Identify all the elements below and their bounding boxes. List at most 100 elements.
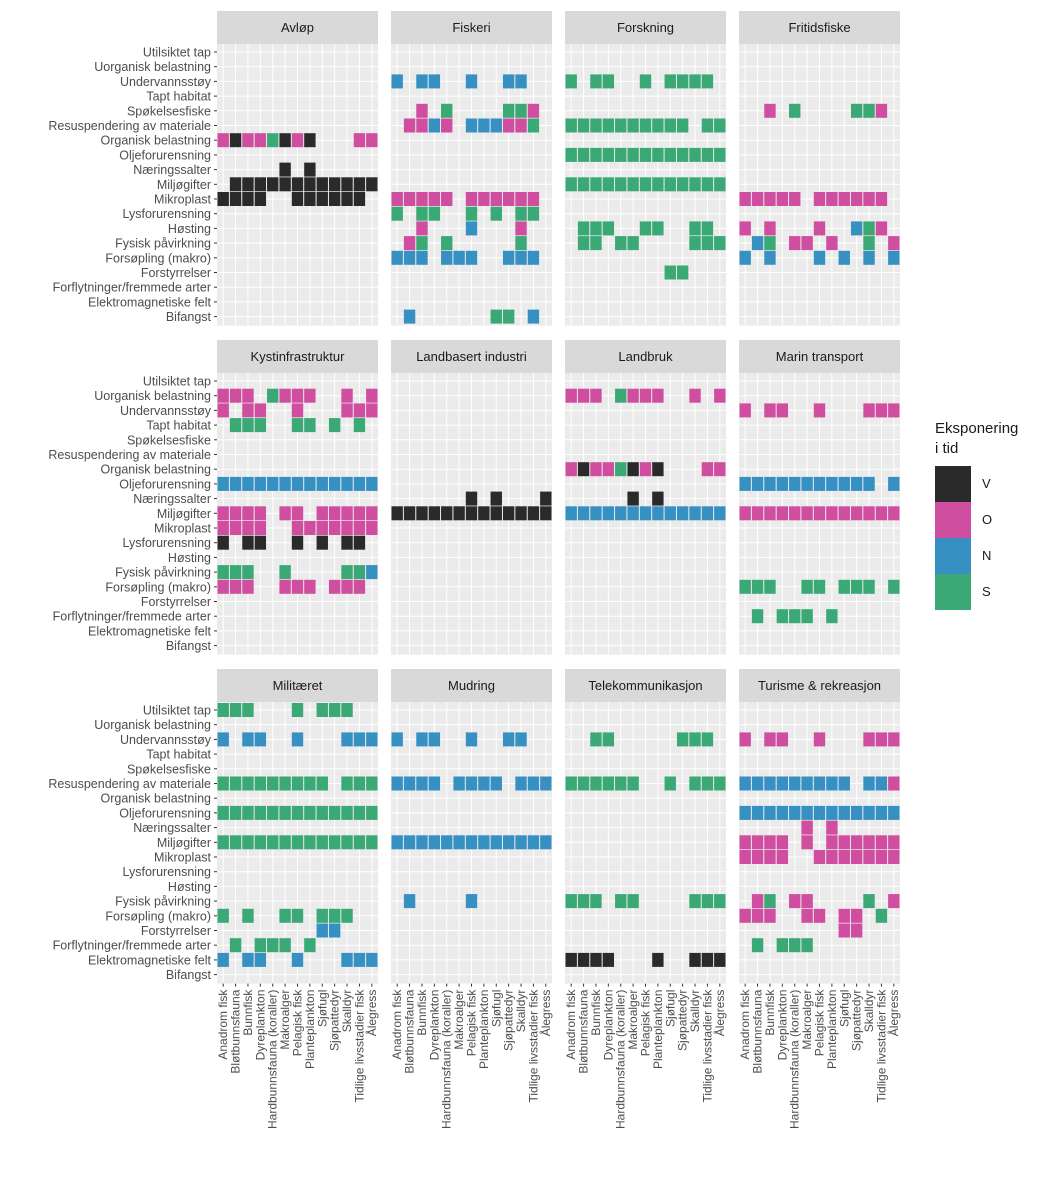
heatmap-cell: Forskning | Fysisk påvirkning | Ålegress…: [714, 236, 726, 251]
heatmap-cell: Avløp | Miljøgifter | Pelagisk fisk | V: [291, 177, 304, 192]
panel-title: Avløp: [281, 20, 314, 35]
heatmap-cell: Militæret | Resuspendering av materiale …: [242, 776, 254, 791]
heatmap-cell: Marin transport | Miljøgifter | Sjøpatte…: [850, 506, 863, 521]
heatmap-cell: Marin transport | Miljøgifter | Sjøfugl …: [838, 506, 850, 521]
heatmap-cell: Militæret | Utilsiktet tap | Skalldyr | …: [341, 703, 353, 717]
heatmap-cell: Mudring | Undervannsstøy | Skalldyr | N: [515, 732, 527, 747]
panel-strip: [565, 669, 726, 702]
heatmap-cell: Fritidsfiske | Forsøpling (makro) | Skal…: [863, 250, 875, 265]
y-tick-label: Mikroplast: [154, 851, 211, 865]
y-tick-label: Oljeforurensning: [119, 477, 211, 491]
heatmap-cell: Turisme & rekreasjon | Resuspendering av…: [776, 776, 789, 791]
heatmap-cell: Landbruk | Organisk belastning | Anadrom…: [565, 462, 577, 477]
y-tick-label: Forflytninger/fremmede arter: [53, 281, 211, 295]
heatmap-cell: Marin transport | Forflytninger/fremmede…: [789, 609, 801, 624]
heatmap-cell: Avløp | Mikroplast | Planteplankton | V: [304, 192, 316, 206]
panel-strip: [565, 340, 726, 373]
heatmap-cell: Fiskeri | Forsøpling (makro) | Anadrom f…: [391, 250, 403, 265]
heatmap-cell: Forskning | Miljøgifter | Dyreplankton |…: [602, 177, 615, 192]
heatmap-cell: Forskning | Resuspendering av materiale …: [714, 118, 726, 133]
heatmap-cell: Turisme & rekreasjon | Forflytninger/fre…: [801, 938, 813, 953]
heatmap-cell: Fiskeri | Fysisk påvirkning | Bunnfisk |…: [416, 236, 428, 251]
y-tick-label: Undervannsstøy: [120, 404, 212, 418]
heatmap-cell: Mudring | Undervannsstøy | Bunnfisk | N: [416, 732, 428, 747]
heatmap-cell: Avløp | Mikroplast | Anadrom fisk | V: [217, 192, 229, 206]
heatmap-cell: Forskning | Undervannsstøy | Anadrom fis…: [565, 74, 577, 89]
heatmap-cell: Kystinfrastruktur | Uorganisk belastning…: [279, 388, 291, 403]
heatmap-cell: Kystinfrastruktur | Forsøpling (makro) |…: [242, 579, 254, 594]
heatmap-cell: Kystinfrastruktur | Tapt habitat | Tidli…: [353, 418, 366, 433]
heatmap-cell: Forskning | Miljøgifter | Sjøpattedyr | …: [676, 177, 689, 192]
panel-7: Landbruk Landbruk | Uorganisk belastning …: [565, 340, 726, 655]
y-tick-label: Elektromagnetiske felt: [88, 295, 212, 309]
heatmap-cell: Marin transport | Forflytninger/fremmede…: [826, 609, 838, 624]
heatmap-cell: Kystinfrastruktur | Tapt habitat | Bløtb…: [229, 418, 242, 433]
y-tick-label: Lysforurensning: [123, 865, 212, 879]
heatmap-cell: Avløp | Organisk belastning | Bunnfisk |…: [242, 133, 254, 148]
heatmap-cell: Forskning | Resuspendering av materiale …: [676, 118, 689, 133]
heatmap-cell: Militæret | Elektromagnetiske felt | Ana…: [217, 952, 229, 967]
y-tick-label: Spøkelsesfiske: [127, 433, 211, 447]
heatmap-cell: Landbruk | Miljøgifter | Sjøpattedyr | N: [676, 506, 689, 521]
heatmap-cell: Militæret | Resuspendering av materiale …: [366, 776, 378, 791]
heatmap-cell: Turisme & rekreasjon | Oljeforurensning …: [850, 805, 863, 820]
heatmap-cell: Forskning | Resuspendering av materiale …: [615, 118, 627, 133]
heatmap-cell: Marin transport | Undervannsstøy | Anadr…: [739, 403, 751, 418]
heatmap-cell: Turisme & rekreasjon | Undervannsstøy | …: [813, 732, 826, 747]
heatmap-cell: Turisme & rekreasjon | Mikroplast | Tidl…: [875, 850, 888, 864]
panel-title: Forskning: [617, 20, 674, 35]
heatmap-cell: Mudring | Undervannsstøy | Sjøpattedyr |…: [502, 732, 515, 747]
y-tick-label: Lysforurensning: [123, 536, 212, 550]
x-tick-label: Anadrom fisk: [738, 989, 752, 1060]
x-tick-label: Hardbunnsfauna (koraller): [266, 990, 280, 1129]
heatmap-cell: Kystinfrastruktur | Mikroplast | Tidlige…: [353, 521, 366, 535]
heatmap-cell: Avløp | Mikroplast | Skalldyr | V: [341, 192, 353, 206]
heatmap-cell: Forskning | Fysisk påvirkning | Skalldyr…: [689, 236, 701, 251]
heatmap-cell: Militæret | Elektromagnetiske felt | Dyr…: [254, 952, 267, 967]
y-tick-label: Forstyrrelser: [141, 924, 211, 938]
heatmap-cell: Turisme & rekreasjon | Forsøpling (makro…: [813, 908, 826, 923]
heatmap-cell: Fiskeri | Undervannsstøy | Anadrom fisk …: [391, 74, 403, 89]
panel-title: Kystinfrastruktur: [251, 349, 346, 364]
heatmap-cell: Mudring | Resuspendering av materiale | …: [428, 776, 441, 791]
y-tick-label: Forstyrrelser: [141, 266, 211, 280]
heatmap-cell: Avløp | Organisk belastning | Ålegress |…: [366, 133, 378, 148]
heatmap-cell: Turisme & rekreasjon | Miljøgifter | Blø…: [751, 835, 764, 850]
heatmap-cell: Marin transport | Forsøpling (makro) | B…: [751, 579, 764, 594]
heatmap-cell: Kystinfrastruktur | Fysisk påvirkning | …: [341, 565, 353, 580]
heatmap-cell: Landbasert industri | Miljøgifter | Tidl…: [527, 506, 540, 521]
heatmap-cell: Fiskeri | Resuspendering av materiale | …: [527, 118, 540, 133]
heatmap-cell: Turisme & rekreasjon | Fysisk påvirkning…: [751, 894, 764, 909]
heatmap-cell: Turisme & rekreasjon | Forsøpling (makro…: [838, 908, 850, 923]
heatmap-cell: Kystinfrastruktur | Mikroplast | Dyrepla…: [254, 521, 267, 535]
heatmap-cell: Landbruk | Næringssalter | Makroalger | …: [627, 491, 639, 506]
heatmap-cell: Forskning | Resuspendering av materiale …: [701, 118, 714, 133]
heatmap-cell: Kystinfrastruktur | Uorganisk belastning…: [267, 388, 279, 403]
heatmap-cell: Telekommunikasjon | Fysisk påvirkning | …: [627, 894, 639, 909]
heatmap-cell: Forskning | Oljeforurensning | Bunnfisk …: [590, 147, 602, 162]
heatmap-cell: Mudring | Miljøgifter | Sjøfugl | N: [490, 835, 502, 850]
heatmap-cell: Kystinfrastruktur | Fysisk påvirkning | …: [366, 565, 378, 580]
heatmap-cell: Telekommunikasjon | Resuspendering av ma…: [701, 776, 714, 791]
y-tick-label: Organisk belastning: [101, 792, 212, 806]
heatmap-cell: Telekommunikasjon | Elektromagnetiske fe…: [565, 952, 577, 967]
heatmap-cell: Forskning | Høsting | Tidlige livsstadie…: [701, 221, 714, 236]
heatmap-cell: Mudring | Fysisk påvirkning | Pelagisk f…: [465, 894, 478, 909]
heatmap-cell: Landbasert industri | Miljøgifter | Makr…: [453, 506, 465, 521]
heatmap-cell: Marin transport | Oljeforurensning | Åle…: [888, 476, 900, 491]
panel-6: Landbasert industri Landbasert industri |…: [391, 340, 552, 655]
heatmap-cell: Landbasert industri | Miljøgifter | Anad…: [391, 506, 403, 521]
heatmap-cell: Forskning | Oljeforurensning | Makroalge…: [627, 147, 639, 162]
heatmap-cell: Militæret | Miljøgifter | Sjøpattedyr | …: [328, 835, 341, 850]
y-tick-label: Bifangst: [166, 639, 212, 653]
heatmap-cell: Kystinfrastruktur | Lysforurensning | Ti…: [353, 535, 366, 550]
heatmap-cell: Telekommunikasjon | Resuspendering av ma…: [627, 776, 639, 791]
heatmap-cell: Avløp | Miljøgifter | Sjøpattedyr | V: [328, 177, 341, 192]
heatmap-cell: Militæret | Oljeforurensning | Bunnfisk …: [242, 805, 254, 820]
heatmap-cell: Avløp | Mikroplast | Tidlige livsstadier…: [353, 192, 366, 206]
heatmap-cell: Fritidsfiske | Mikroplast | Planteplankt…: [826, 192, 838, 206]
heatmap-cell: Fritidsfiske | Forsøpling (makro) | Bunn…: [764, 250, 776, 265]
heatmap-cell: Turisme & rekreasjon | Resuspendering av…: [875, 776, 888, 791]
heatmap-cell: Kystinfrastruktur | Fysisk påvirkning | …: [279, 565, 291, 580]
heatmap-cell: Fiskeri | Mikroplast | Bløtbunnsfauna | …: [403, 192, 416, 206]
